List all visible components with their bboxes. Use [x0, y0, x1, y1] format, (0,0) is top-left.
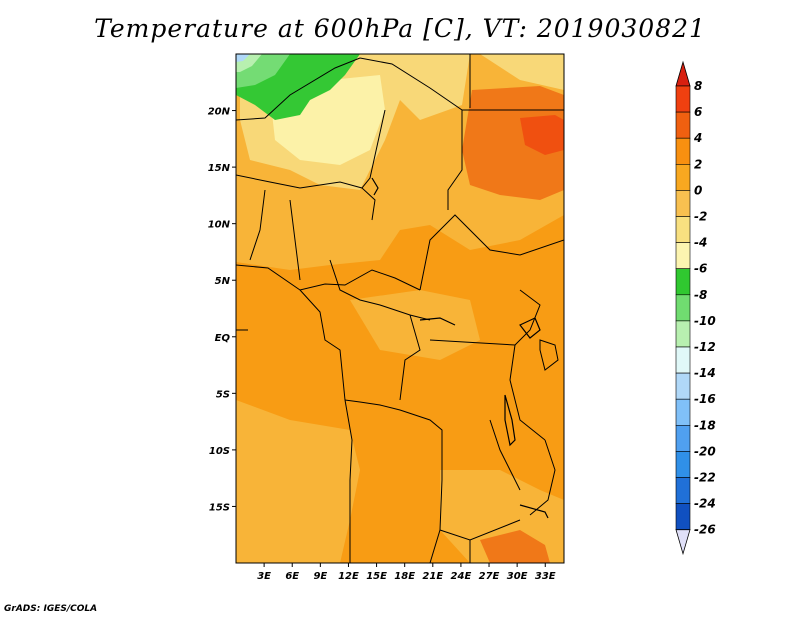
colorbar-label: -24	[694, 497, 716, 511]
colorbar-label: -12	[694, 340, 716, 354]
field-band-minus2-0-ne	[480, 54, 564, 90]
colorbar-bottom-arrow	[675, 529, 691, 556]
colorbar-label: -18	[694, 418, 716, 432]
colorbar-band	[675, 85, 691, 113]
colorbar-band	[675, 398, 691, 426]
lon-tick-label: 3E	[257, 571, 271, 582]
temperature-field	[236, 54, 564, 563]
colorbar-band	[675, 242, 691, 270]
colorbar-label: 4	[693, 131, 702, 145]
colorbar-band	[675, 477, 691, 504]
credit-text: GrADS: IGES/COLA	[4, 604, 98, 614]
lon-tick-label: 33E	[535, 571, 556, 582]
colorbar-band	[675, 424, 691, 452]
field-band-4-6-south	[480, 530, 550, 563]
map-frame	[235, 53, 565, 564]
colorbar-label: -20	[694, 444, 716, 458]
lat-tick-label: 5S	[216, 389, 230, 400]
lat-tick-label: 5N	[215, 276, 231, 287]
lat-tick-label: 20N	[208, 107, 231, 118]
lon-tick-label: 9E	[313, 571, 327, 582]
lon-tick-label: 6E	[285, 571, 299, 582]
lon-tick-label: 30E	[507, 571, 528, 582]
lat-tick-label: EQ	[215, 333, 231, 344]
lat-tick-label: 15S	[209, 502, 230, 513]
colorbar-label: -14	[694, 366, 716, 380]
field-band-4-6	[462, 86, 564, 200]
colorbar-label: -6	[694, 262, 707, 276]
colorbar-band	[675, 190, 691, 217]
colorbar-label: -4	[694, 236, 707, 250]
colorbar-label: -26	[694, 523, 716, 537]
colorbar-band	[675, 372, 691, 400]
colorbar-band	[675, 111, 691, 139]
colorbar-label: -8	[694, 288, 707, 302]
colorbar-band	[675, 164, 691, 191]
colorbar-band	[675, 451, 691, 478]
lat-tick-label: 10N	[208, 220, 231, 231]
colorbar-band	[675, 320, 691, 348]
colorbar-band	[675, 346, 691, 374]
colorbar-band	[675, 137, 691, 165]
lon-tick-label: 12E	[338, 571, 359, 582]
field-band-minus14-minus12	[236, 54, 250, 62]
colorbar-band	[675, 268, 691, 296]
lat-tick-label: 10S	[209, 446, 230, 457]
lon-tick-label: 27E	[479, 571, 500, 582]
colorbar-band	[675, 294, 691, 322]
latitude-axis: 20N 15N 10N 5N EQ 5S 10S 15S	[208, 107, 236, 513]
lon-tick-label: 24E	[451, 571, 472, 582]
lon-tick-label: 21E	[422, 571, 443, 582]
colorbar-label: -2	[694, 210, 707, 224]
colorbar-band	[675, 216, 691, 243]
colorbar-band	[675, 503, 691, 531]
colorbar-label: -22	[694, 471, 716, 485]
longitude-axis: 3E 6E 9E 12E 15E 18E 21E 24E 27E 30E 33E	[257, 563, 556, 582]
lat-tick-label: 15N	[208, 163, 231, 174]
field-band-0-2-southwest	[236, 400, 360, 563]
map-title: Temperature at 600hPa [C], VT: 201903082…	[94, 14, 706, 43]
colorbar-top-arrow	[675, 60, 691, 87]
colorbar: 8 6 4 2 0 -2 -4 -6 -8 -10 -12 -14 -16 -18 -20 -22 -24 -26	[675, 60, 716, 556]
lakes	[371, 177, 549, 519]
colorbar-label: 0	[694, 183, 702, 197]
field-band-6-8	[520, 115, 564, 155]
colorbar-label: 2	[694, 157, 702, 171]
country-borders	[236, 54, 564, 563]
colorbar-label: -16	[694, 392, 716, 406]
colorbar-label: -10	[694, 314, 716, 328]
lon-tick-label: 15E	[366, 571, 387, 582]
colorbar-label: 6	[694, 105, 702, 119]
field-band-0-2-central	[350, 290, 480, 360]
lon-tick-label: 18E	[394, 571, 415, 582]
colorbar-label: 8	[694, 79, 702, 93]
